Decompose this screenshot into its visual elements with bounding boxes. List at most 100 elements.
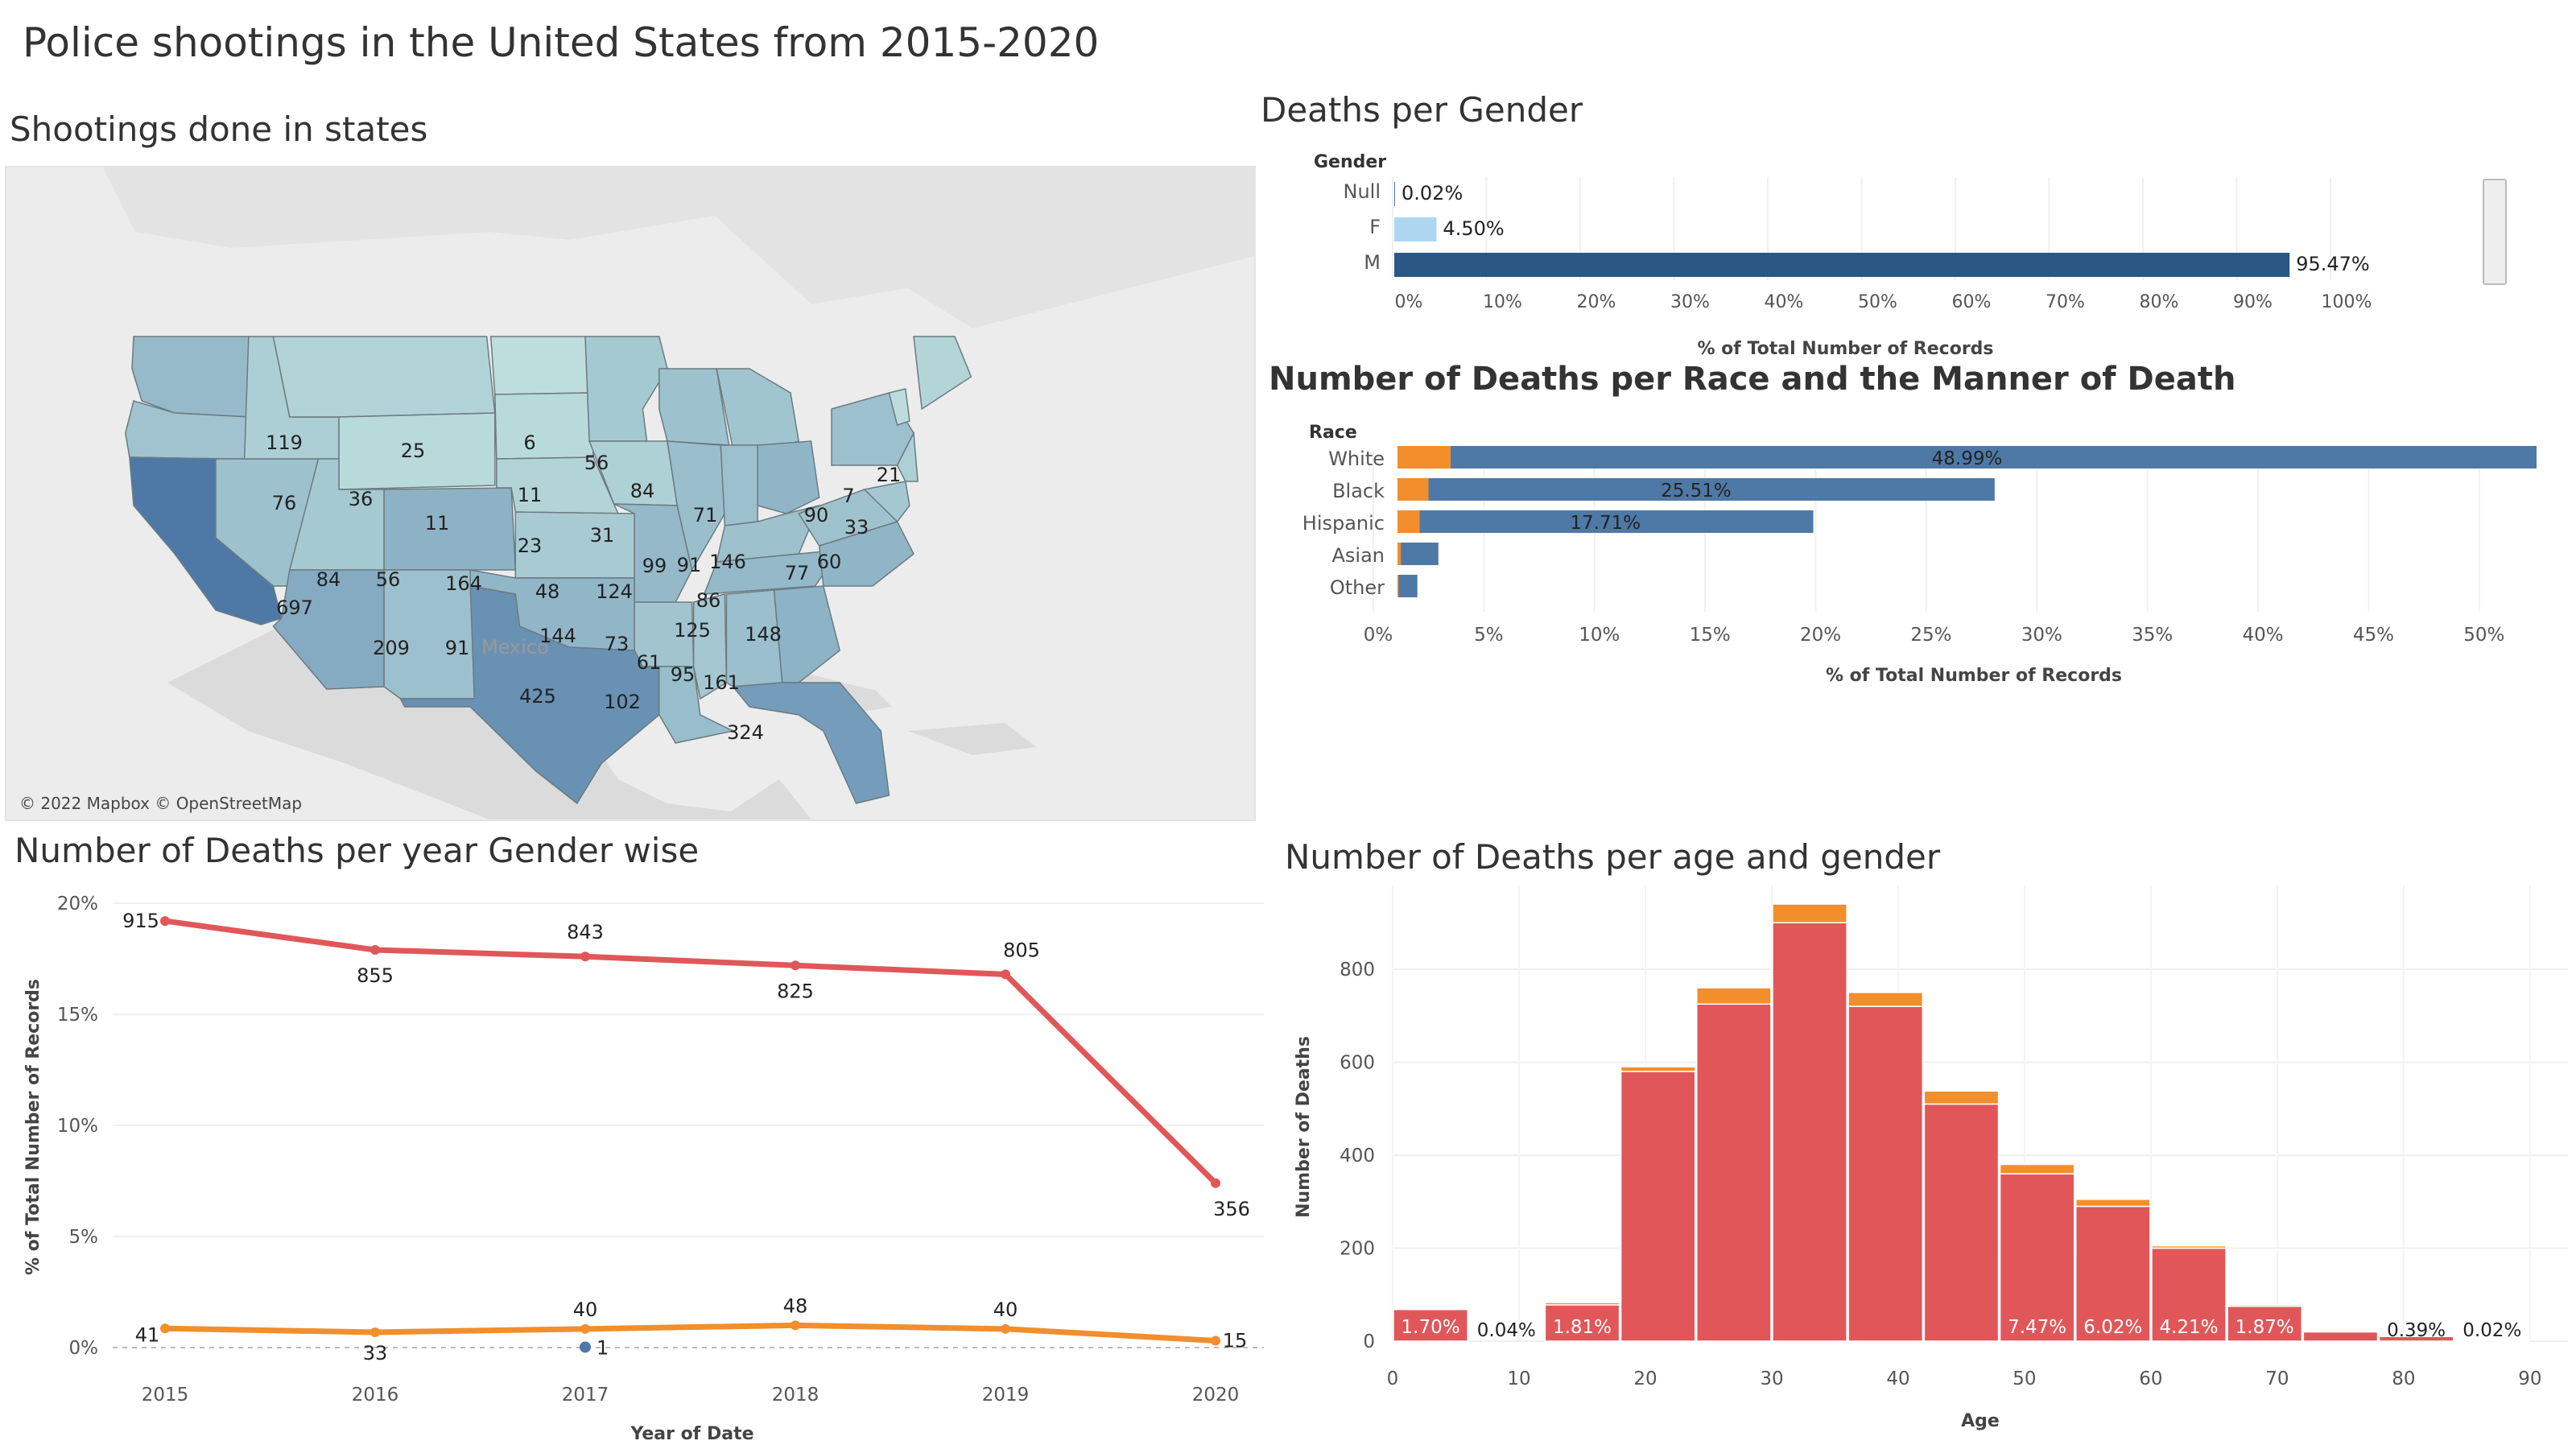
data-point[interactable] xyxy=(160,1323,170,1334)
state-oh[interactable] xyxy=(757,440,820,514)
age-bar-segment[interactable] xyxy=(1696,987,1772,1005)
gender-bar[interactable] xyxy=(1394,182,1395,206)
map-panel[interactable]: 119 76 36 25 11 6 11 23 56 31 84 71 697 84 56 164 48 124 9… xyxy=(5,166,1256,821)
data-point[interactable] xyxy=(1211,1178,1220,1188)
state-value-label: 11 xyxy=(425,512,450,535)
age-bar-segment[interactable] xyxy=(2151,1245,2227,1249)
data-point[interactable] xyxy=(370,944,380,955)
age-bar-segment[interactable] xyxy=(1393,1307,1468,1311)
age-bar-segment[interactable] xyxy=(2227,1304,2303,1307)
data-point[interactable] xyxy=(580,1341,591,1353)
state-nj[interactable] xyxy=(896,431,919,482)
data-point[interactable] xyxy=(160,916,170,927)
race-bar-shot[interactable] xyxy=(1428,478,1995,501)
data-point[interactable] xyxy=(1001,1323,1010,1334)
state-mt[interactable] xyxy=(272,336,496,418)
race-bar-other-manner[interactable] xyxy=(1397,446,1451,469)
map-place-label: Mexico xyxy=(481,636,549,658)
age-bar-segment[interactable] xyxy=(1620,1065,1696,1067)
age-value-label: 6.02% xyxy=(2083,1317,2142,1338)
age-bar-segment[interactable] xyxy=(2454,1340,2530,1342)
state-value-label: 56 xyxy=(376,568,401,591)
age-bar-segment[interactable] xyxy=(1772,922,1847,1342)
race-bar-shot[interactable] xyxy=(1401,543,1439,565)
state-value-label: 76 xyxy=(272,492,297,514)
point-label: 825 xyxy=(777,980,814,1002)
age-bar-segment[interactable] xyxy=(1544,1302,1620,1306)
state-value-label: 77 xyxy=(785,562,810,584)
x-tick-label: 60 xyxy=(2139,1368,2162,1389)
age-bar-segment[interactable] xyxy=(1999,1163,2075,1174)
state-value-label: 125 xyxy=(674,619,711,642)
age-bar-segment[interactable] xyxy=(1696,1003,1772,1342)
state-ga[interactable] xyxy=(773,585,841,683)
data-point[interactable] xyxy=(580,952,590,962)
age-bar-segment[interactable] xyxy=(2074,1199,2151,1208)
x-tick-label: 90 xyxy=(2518,1368,2541,1389)
state-nd[interactable] xyxy=(489,336,590,395)
data-point[interactable] xyxy=(791,960,800,971)
state-value-label: 36 xyxy=(349,488,374,510)
state-value-label: 99 xyxy=(642,555,667,577)
race-bar-other-manner[interactable] xyxy=(1397,575,1399,597)
state-vt[interactable] xyxy=(888,388,910,426)
point-label: 356 xyxy=(1213,1198,1250,1220)
age-value-label: 1.81% xyxy=(1553,1317,1612,1338)
data-point[interactable] xyxy=(580,1323,590,1334)
race-bar-other-manner[interactable] xyxy=(1397,478,1429,501)
state-ms[interactable] xyxy=(692,593,728,700)
state-value-label: 209 xyxy=(373,637,410,659)
category-label: Hispanic xyxy=(1302,512,1385,535)
series-line[interactable] xyxy=(164,1322,1216,1344)
age-bar-segment[interactable] xyxy=(1923,1103,2000,1342)
age-histogram: 0 200 400 600 800 0 10 20 30 40 50 60 70 80 90 Age Numbe… xyxy=(1294,886,2568,1431)
age-value-label: 0.39% xyxy=(2387,1320,2446,1341)
state-fl[interactable] xyxy=(732,682,890,804)
state-tx[interactable] xyxy=(399,585,660,805)
state-me[interactable] xyxy=(913,336,972,411)
state-value-label: 425 xyxy=(519,685,556,708)
age-bar-segment[interactable] xyxy=(2302,1331,2379,1342)
race-bar-shot[interactable] xyxy=(1419,510,1814,533)
age-bar-segment[interactable] xyxy=(2378,1335,2454,1337)
race-bar-shot[interactable] xyxy=(1398,575,1418,597)
data-point[interactable] xyxy=(370,1327,380,1337)
age-bar-segment[interactable] xyxy=(1847,1005,1924,1342)
state-sd[interactable] xyxy=(494,392,594,460)
age-bar-segment[interactable] xyxy=(1847,992,1924,1007)
age-bar-segment[interactable] xyxy=(1544,1304,1620,1342)
state-co[interactable] xyxy=(383,487,517,571)
series-line[interactable] xyxy=(164,918,1218,1186)
state-md[interactable] xyxy=(863,481,910,523)
gender-bar[interactable] xyxy=(1394,217,1437,242)
age-bar-segment[interactable] xyxy=(2302,1331,2379,1333)
map-credit: © 2022 Mapbox © OpenStreetMap xyxy=(19,794,303,813)
state-value-label: 71 xyxy=(693,504,718,526)
gender-scrollbar[interactable] xyxy=(2483,179,2507,285)
x-tick-label: 15% xyxy=(1690,625,1731,646)
dashboard-title: Police shootings in the United States fr… xyxy=(23,19,1100,66)
state-value-label: 697 xyxy=(276,597,313,619)
data-point[interactable] xyxy=(1211,1335,1220,1346)
state-in[interactable] xyxy=(720,444,758,526)
data-point[interactable] xyxy=(1001,969,1010,980)
gender-bar[interactable] xyxy=(1394,253,2290,277)
data-point[interactable] xyxy=(791,1320,800,1331)
age-bar-segment[interactable] xyxy=(1620,1066,1696,1072)
age-bar-segment[interactable] xyxy=(1772,903,1847,923)
x-axis-label: Year of Date xyxy=(630,1424,753,1444)
state-il[interactable] xyxy=(667,440,726,572)
year-chart-title: Number of Deaths per year Gender wise xyxy=(14,831,700,870)
age-bar-segment[interactable] xyxy=(2151,1247,2227,1342)
age-bar-segment[interactable] xyxy=(1999,1173,2075,1342)
age-bar-segment[interactable] xyxy=(2074,1205,2151,1342)
race-bar-shot[interactable] xyxy=(1450,446,2537,469)
race-bar-other-manner[interactable] xyxy=(1397,543,1402,565)
age-bar-segment[interactable] xyxy=(1620,1071,1696,1342)
age-bar-segment[interactable] xyxy=(1923,1090,2000,1105)
race-bar-other-manner[interactable] xyxy=(1397,510,1420,533)
age-bar-segment[interactable] xyxy=(2227,1305,2303,1342)
x-tick-label: 30% xyxy=(2021,625,2062,646)
x-tick-label: 30% xyxy=(1670,292,1710,312)
